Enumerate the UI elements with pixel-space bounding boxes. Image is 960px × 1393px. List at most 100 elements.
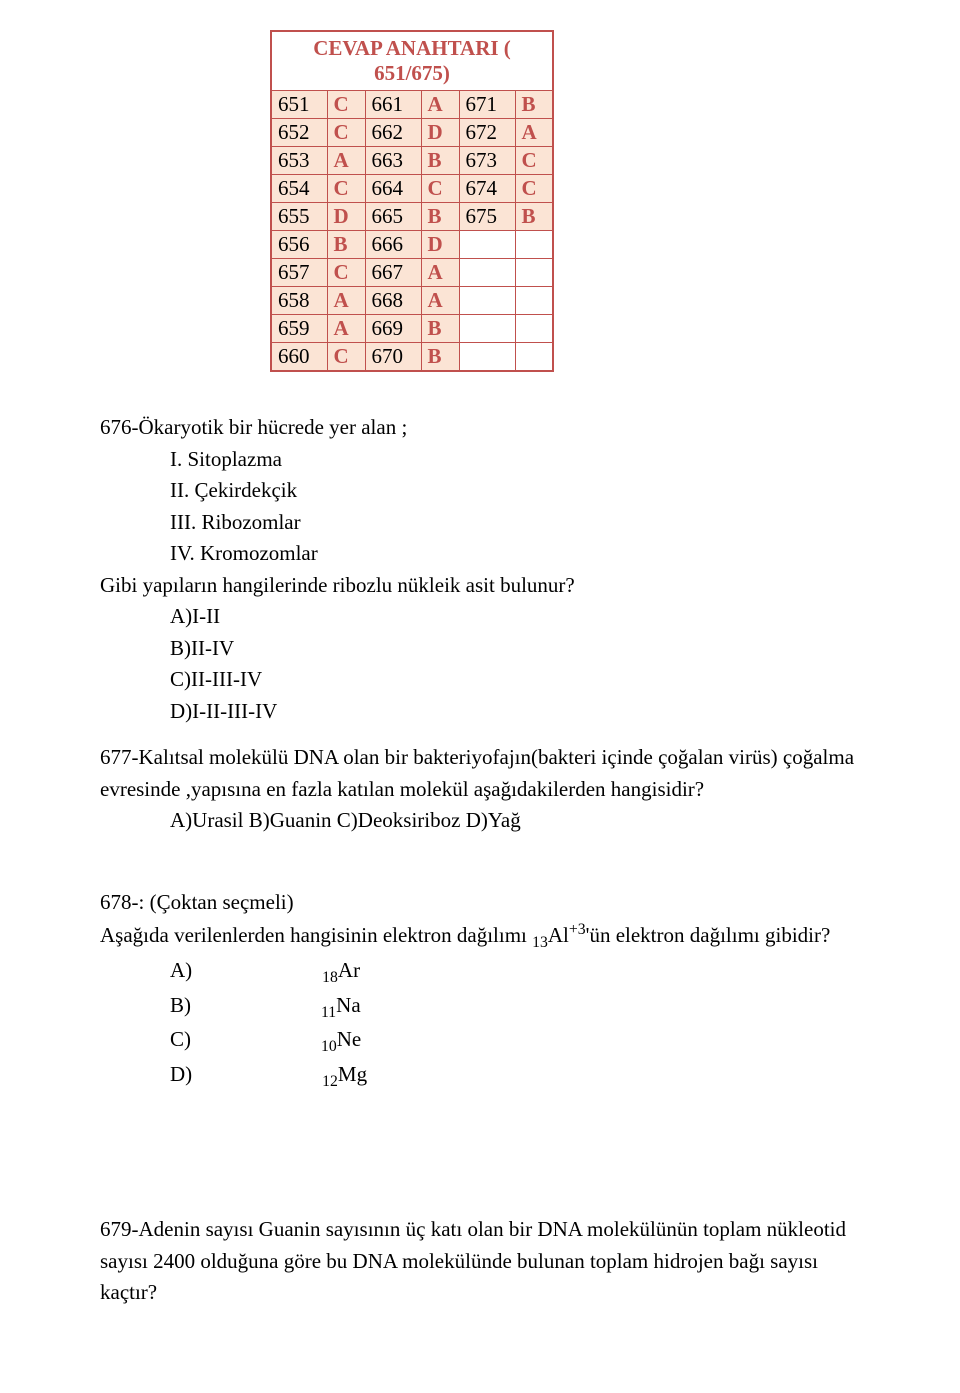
answer-cell: D — [327, 203, 365, 231]
qnum-cell: 654 — [271, 175, 327, 203]
qnum-cell: 671 — [459, 91, 515, 119]
answer-cell: B — [515, 203, 553, 231]
table-row: 653A663B673C — [271, 147, 553, 175]
qnum-cell: 670 — [365, 343, 421, 372]
q678-d-sub: 12 — [322, 1073, 338, 1090]
empty-cell — [515, 315, 553, 343]
answer-cell: A — [421, 287, 459, 315]
q678-b-pre: B) — [170, 990, 191, 1022]
q676-roman-iv: IV. Kromozomlar — [170, 538, 860, 570]
qnum-cell: 662 — [365, 119, 421, 147]
qnum-cell: 661 — [365, 91, 421, 119]
q676-roman-i: I. Sitoplazma — [170, 444, 860, 476]
answer-cell: C — [327, 259, 365, 287]
qnum-cell: 653 — [271, 147, 327, 175]
qnum-cell: 669 — [365, 315, 421, 343]
qnum-cell: 667 — [365, 259, 421, 287]
qnum-cell: 674 — [459, 175, 515, 203]
table-row: 658A668A — [271, 287, 553, 315]
q676-ask: Gibi yapıların hangilerinde ribozlu nükl… — [100, 570, 860, 602]
q678-opts: A) 18Ar B) 11Na C) 10Ne D) 12Mg — [170, 955, 860, 1094]
answer-cell: C — [327, 119, 365, 147]
table-row: 651C661A671B — [271, 91, 553, 119]
answer-cell: C — [327, 175, 365, 203]
qnum-cell: 672 — [459, 119, 515, 147]
qnum-cell: 660 — [271, 343, 327, 372]
q676-roman-ii: II. Çekirdekçik — [170, 475, 860, 507]
q678-elem: Al — [548, 923, 569, 947]
answer-cell: B — [421, 147, 459, 175]
question-679: 679-Adenin sayısı Guanin sayısının üç ka… — [100, 1214, 860, 1309]
q678-prefix: Aşağıda verilenlerden hangisinin elektro… — [100, 923, 532, 947]
empty-cell — [515, 343, 553, 372]
q678-stem1: 678-: (Çoktan seçmeli) — [100, 887, 860, 919]
qnum-cell: 652 — [271, 119, 327, 147]
answer-cell: B — [327, 231, 365, 259]
q678-opt-d: D) 12Mg — [170, 1059, 497, 1094]
qnum-cell: 651 — [271, 91, 327, 119]
qnum-cell: 668 — [365, 287, 421, 315]
table-header-row: CEVAP ANAHTARI ( 651/675) — [271, 31, 553, 91]
q678-b-el: Na — [336, 990, 361, 1022]
q678-a-el: Ar — [338, 955, 360, 987]
answer-cell: B — [421, 315, 459, 343]
q676-stem: 676-Ökaryotik bir hücrede yer alan ; — [100, 412, 860, 444]
answer-cell: C — [327, 91, 365, 119]
q677-stem: 677-Kalıtsal molekülü DNA olan bir bakte… — [100, 742, 860, 805]
table-row: 656B666D — [271, 231, 553, 259]
q678-d-el: Mg — [338, 1059, 367, 1091]
qnum-cell: 664 — [365, 175, 421, 203]
q678-b-sub: 11 — [321, 1004, 336, 1021]
empty-cell — [515, 259, 553, 287]
qnum-cell: 663 — [365, 147, 421, 175]
table-row: 655D665B675B — [271, 203, 553, 231]
empty-cell — [459, 343, 515, 372]
answer-cell: B — [421, 203, 459, 231]
empty-cell — [515, 287, 553, 315]
answer-cell: C — [327, 343, 365, 372]
question-676: 676-Ökaryotik bir hücrede yer alan ; I. … — [100, 412, 860, 727]
q678-a-sub: 18 — [322, 969, 338, 986]
qnum-cell: 666 — [365, 231, 421, 259]
table-row: 657C667A — [271, 259, 553, 287]
qnum-cell: 656 — [271, 231, 327, 259]
answer-cell: D — [421, 231, 459, 259]
q678-opt-b: B) 11Na — [170, 990, 491, 1025]
qnum-cell: 655 — [271, 203, 327, 231]
empty-cell — [515, 231, 553, 259]
q676-opt-b: B)II-IV — [170, 633, 860, 665]
answer-cell: A — [421, 91, 459, 119]
answer-cell: A — [421, 259, 459, 287]
q678-c-pre: C) — [170, 1024, 191, 1056]
page-root: CEVAP ANAHTARI ( 651/675) 651C661A671B65… — [0, 0, 960, 1393]
table-row: 660C670B — [271, 343, 553, 372]
q678-opt-a: A) 18Ar — [170, 955, 490, 990]
qnum-cell: 659 — [271, 315, 327, 343]
answer-key-title: CEVAP ANAHTARI ( 651/675) — [271, 31, 553, 91]
q678-c-el: Ne — [337, 1024, 362, 1056]
answer-cell: C — [421, 175, 459, 203]
qnum-cell: 658 — [271, 287, 327, 315]
qnum-cell: 675 — [459, 203, 515, 231]
answer-cell: B — [421, 343, 459, 372]
empty-cell — [459, 259, 515, 287]
answer-cell: C — [515, 175, 553, 203]
qnum-cell: 665 — [365, 203, 421, 231]
q676-roman-iii: III. Ribozomlar — [170, 507, 860, 539]
answer-cell: C — [515, 147, 553, 175]
answer-cell: A — [327, 287, 365, 315]
empty-cell — [459, 315, 515, 343]
q677-opts: A)Urasil B)Guanin C)Deoksiriboz D)Yağ — [170, 805, 860, 837]
question-678: 678-: (Çoktan seçmeli) Aşağıda verilenle… — [100, 887, 860, 1095]
qnum-cell: 657 — [271, 259, 327, 287]
answer-key-table: CEVAP ANAHTARI ( 651/675) 651C661A671B65… — [270, 30, 554, 372]
q678-sub: 13 — [532, 934, 548, 951]
answer-cell: A — [327, 315, 365, 343]
empty-cell — [459, 287, 515, 315]
qnum-cell: 673 — [459, 147, 515, 175]
question-677: 677-Kalıtsal molekülü DNA olan bir bakte… — [100, 742, 860, 837]
table-row: 652C662D672A — [271, 119, 553, 147]
table-row: 654C664C674C — [271, 175, 553, 203]
empty-cell — [459, 231, 515, 259]
answer-cell: B — [515, 91, 553, 119]
